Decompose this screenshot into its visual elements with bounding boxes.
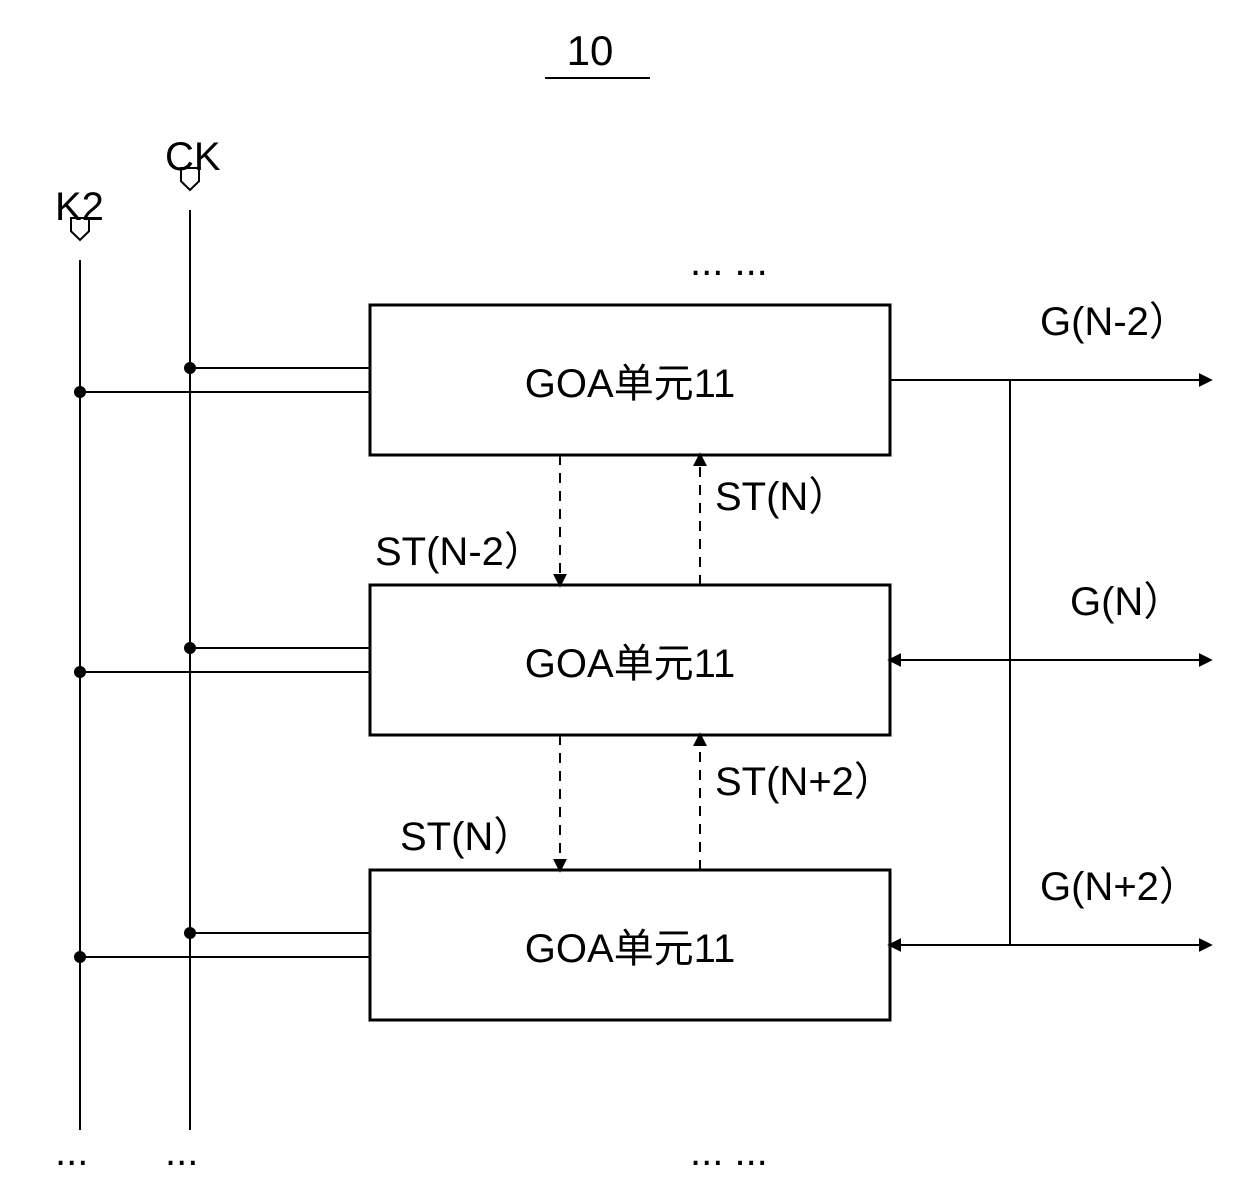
st-label: ST(N-2） xyxy=(375,530,544,574)
st-label: ST(N） xyxy=(400,815,533,859)
st-label: ST(N） xyxy=(715,475,848,519)
goa-unit-label: GOA单元11 xyxy=(525,362,735,406)
output-label-g1: G(N-2） xyxy=(1040,300,1189,344)
ellipsis: ... xyxy=(55,1130,88,1174)
k2-label: K2 xyxy=(55,185,104,229)
output-label-g2: G(N） xyxy=(1070,580,1183,624)
goa-unit-label: GOA单元11 xyxy=(525,927,735,971)
diagram-canvas: 10 K2 CK GOA单元11 GOA单元11 GOA单元11 G(N-2） G(N） G(N… xyxy=(0,0,1240,1186)
ellipsis: ... ... xyxy=(690,1130,768,1174)
ellipsis: ... ... xyxy=(690,240,768,284)
figure-number: 10 xyxy=(567,27,614,74)
st-label: ST(N+2） xyxy=(715,760,894,804)
ck-label: CK xyxy=(165,135,221,179)
ellipsis: ... xyxy=(165,1130,198,1174)
output-label-g3: G(N+2） xyxy=(1040,865,1199,909)
goa-unit-label: GOA单元11 xyxy=(525,642,735,686)
